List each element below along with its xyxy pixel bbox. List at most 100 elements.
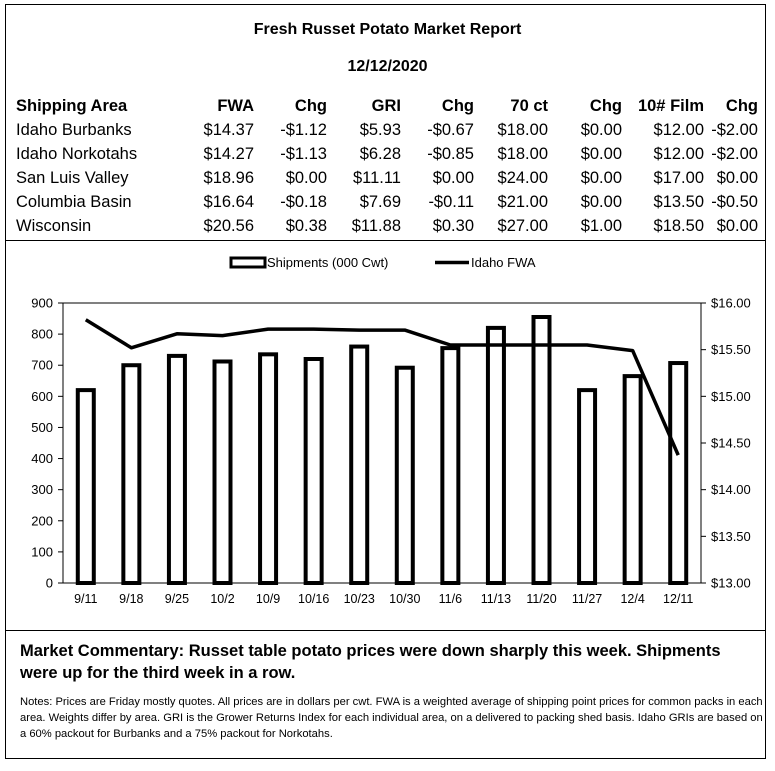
x-axis-tick-label: 10/9 [256,592,280,606]
legend-swatch-shipments [229,256,267,269]
shipment-bar [303,357,324,585]
report-date: 12/12/2020 [347,58,428,75]
table-cell: $12.00 [653,145,704,163]
x-axis-tick-label: 9/11 [74,592,97,606]
header-70ct: 70 ct [510,97,548,115]
table-cell: Idaho Burbanks [16,121,132,139]
x-axis-tick-label: 10/30 [389,592,420,606]
table-row: Idaho Norkotahs $14.27 -$1.13 $6.28 -$0.… [16,142,758,166]
table-cell: $13.50 [653,193,704,211]
table-cell: $27.00 [497,217,548,235]
table-cell: $17.00 [653,169,704,187]
table-cell: $14.37 [203,121,254,139]
header-gri-chg: Chg [441,97,474,115]
table-cell: $0.00 [580,121,622,139]
shipment-bar [531,315,552,585]
table-header-row: Shipping Area FWA Chg GRI Chg 70 ct Chg … [16,94,758,118]
combo-chart: 0 100 200 300 400 500 600 700 800 900 $13.00 $13.50… [31,255,751,606]
legend-label-shipments: Shipments (000 Cwt) [267,255,388,270]
header-fwa-chg: Chg [294,97,327,115]
report-title: Fresh Russet Potato Market Report [253,21,522,38]
header-70ct-chg: Chg [589,97,622,115]
shipment-bar [577,388,598,585]
table-cell: $24.00 [497,169,548,187]
table-cell: Idaho Norkotahs [16,145,138,163]
left-axis-tick-label: 900 [31,296,53,311]
table-cell: Columbia Basin [16,193,132,211]
shipment-bar [668,361,689,585]
table-cell: $0.00 [580,169,622,187]
shipment-bar [485,325,506,585]
table-cell: San Luis Valley [16,169,129,187]
shipment-bar [75,388,96,585]
table-cell: $0.00 [716,217,758,235]
table-cell: $0.00 [285,169,327,187]
shipment-bar [622,374,643,585]
right-axis-tick-label: $13.00 [711,576,751,591]
table-cell: -$1.12 [280,121,327,139]
market-commentary: Market Commentary: Russet table potato p… [20,642,721,682]
right-axis-tick-label: $14.50 [711,436,751,451]
x-axis-tick-label: 9/18 [119,592,143,606]
left-axis-tick-label: 300 [31,482,53,497]
right-axis-tick-label: $15.50 [711,342,751,357]
table-cell: $0.00 [580,193,622,211]
x-axis-tick-label: 11/6 [439,592,462,606]
table-cell: $14.27 [203,145,254,163]
shipment-bar [166,353,187,585]
header-shipping-area: Shipping Area [16,97,128,115]
table-cell: -$2.00 [711,121,758,139]
shipment-bar [121,363,142,585]
table-cell: $12.00 [653,121,704,139]
left-axis-tick-label: 800 [31,327,53,342]
table-cell: $0.00 [580,145,622,163]
table-cell: $11.88 [351,217,401,235]
x-axis-tick-label: 12/4 [620,592,644,606]
plot-area [62,302,702,584]
x-axis-tick-label: 11/27 [572,592,602,606]
table-row: Columbia Basin $16.64 -$0.18 $7.69 -$0.1… [16,190,758,214]
table-row: San Luis Valley $18.96 $0.00 $11.11 $0.0… [16,166,758,190]
left-axis-tick-label: 700 [31,358,53,373]
table-cell: -$0.11 [428,193,474,211]
shipment-bar [212,359,233,585]
table-cell: $0.30 [432,217,474,235]
table-cell: $0.00 [716,169,758,187]
x-axis-tick-label: 10/2 [210,592,234,606]
right-axis-tick-label: $13.50 [711,529,751,544]
left-axis-tick-label: 600 [31,389,53,404]
left-axis-tick-label: 200 [31,513,53,528]
table-cell: -$2.00 [711,145,758,163]
right-axis-tick-label: $15.00 [711,389,751,404]
left-axis-tick-label: 500 [31,420,53,435]
table-cell: -$0.67 [427,121,474,139]
header-fwa: FWA [217,97,254,115]
x-axis-tick-label: 10/16 [298,592,329,606]
report-notes: Notes: Prices are Friday mostly quotes. … [20,696,763,740]
shipment-bar [258,352,279,586]
x-axis-tick-label: 10/23 [344,592,375,606]
table-cell: -$1.13 [280,145,327,163]
table-cell: $6.28 [359,145,401,163]
left-axis-tick-label: 100 [31,544,53,559]
table-cell: -$0.85 [427,145,474,163]
right-axis-tick-label: $16.00 [711,296,751,311]
left-axis-tick-label: 400 [31,451,53,466]
x-axis-tick-label: 11/13 [481,592,511,606]
header-10lb-film: 10# Film [637,97,704,115]
shipment-bar [440,346,461,585]
table-row: Idaho Burbanks $14.37 -$1.12 $5.93 -$0.6… [16,118,758,142]
table-cell: $18.00 [497,145,548,163]
report-frame [5,4,766,759]
table-cell: -$0.18 [280,193,327,211]
legend-label-idaho-fwa: Idaho FWA [471,255,536,270]
table-cell: $18.00 [497,121,548,139]
table-cell: $16.64 [203,193,254,211]
table-cell: -$0.50 [711,193,758,211]
left-axis-tick-label: 0 [46,576,53,591]
shipment-bar [394,365,415,586]
idaho-fwa-line [84,318,680,456]
table-cell: $5.93 [359,121,401,139]
x-axis-tick-label: 9/25 [165,592,189,606]
right-axis-tick-label: $14.00 [711,482,751,497]
